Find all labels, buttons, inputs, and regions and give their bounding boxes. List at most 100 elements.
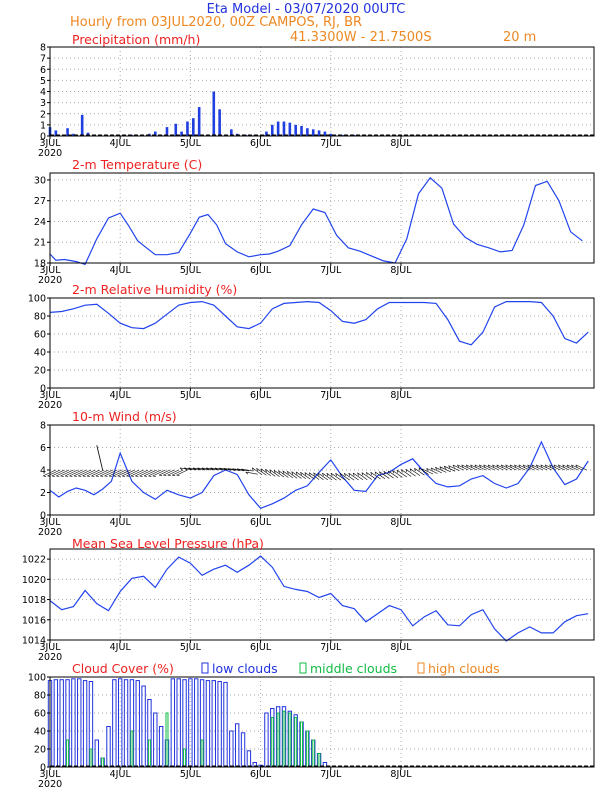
wind-line — [49, 440, 589, 510]
wind-arrow — [172, 469, 184, 476]
wind-arrow-head — [443, 466, 446, 469]
y-tick-label: 8 — [40, 43, 46, 54]
precip-bar — [276, 121, 280, 136]
wind-arrow-head — [304, 472, 307, 476]
wind-arrow-head — [308, 472, 311, 476]
y-tick-label: 1022 — [22, 555, 46, 566]
wind-arrow-head — [361, 472, 364, 476]
wind-arrow — [96, 445, 104, 471]
precip-bar — [72, 133, 75, 136]
wind-arrow — [518, 464, 530, 471]
wind-arrow — [487, 464, 500, 471]
wind-arrow — [405, 468, 416, 477]
wind-arrow-head — [374, 471, 377, 475]
x-date-label: 3JUL — [39, 265, 61, 276]
wind-arrow-head — [223, 468, 227, 471]
wind-arrow — [430, 467, 443, 474]
wind-arrow-head — [370, 472, 372, 476]
wind-arrow-head — [422, 468, 425, 472]
y-tick-label: 6 — [40, 65, 46, 76]
wind-arrow-head — [126, 475, 130, 477]
x-date-label: 3JUL — [39, 138, 61, 149]
wind-arrow — [514, 464, 526, 471]
precip-bar — [153, 131, 157, 136]
mid-cloud-bar — [89, 748, 93, 768]
wind-arrow — [448, 465, 460, 471]
x-date-label: 6JUL — [250, 138, 272, 149]
y-tick-label: 5 — [40, 76, 46, 87]
wind-arrow-head — [300, 472, 302, 476]
x-date-label: 5JUL — [180, 138, 202, 149]
wind-arrow — [566, 464, 579, 471]
wind-arrow — [201, 467, 214, 471]
low-cloud-bar — [106, 726, 111, 768]
wind-arrow-head — [176, 474, 180, 476]
wind-arrow-head — [179, 467, 183, 471]
low-cloud-bar — [135, 680, 140, 768]
wind-arrow-head — [522, 464, 525, 468]
wind-arrow — [91, 469, 105, 477]
wind-arrow-head — [269, 469, 272, 473]
wind-arrow-head — [514, 464, 517, 468]
precip-bar — [352, 134, 356, 136]
y-tick-label: 80 — [34, 312, 46, 323]
wind-arrow — [86, 469, 100, 477]
wind-arrow — [73, 469, 87, 477]
mid-cloud-bar — [183, 748, 187, 768]
wind-arrow-head — [492, 464, 495, 468]
x-date-label: 4JUL — [110, 769, 132, 780]
y-tick-label: 0 — [40, 763, 46, 774]
wind-arrow — [457, 464, 469, 471]
wind-arrow — [536, 464, 548, 471]
y-tick-label: 7 — [40, 54, 46, 65]
wind-arrow-head — [60, 475, 64, 477]
x-date-label: 4JUL — [110, 642, 132, 653]
wind-arrow-head — [575, 464, 578, 468]
mid-cloud-bar — [130, 730, 134, 768]
wind-arrow-head — [405, 469, 408, 473]
wind-arrow — [121, 469, 135, 477]
panel-cloud: 0 20 40 60 80 100 3JUL 4JUL 5JUL 6JUL 7JUL 8JUL 2020… — [28, 661, 595, 790]
y-tick-label: 4 — [40, 87, 46, 98]
y-tick-label: 30 — [34, 175, 46, 186]
wind-arrow-head — [366, 472, 368, 476]
wind-arrow-head — [287, 471, 289, 475]
low-cloud-bar — [123, 679, 129, 768]
low-cloud-bar — [194, 678, 199, 768]
wind-arrow — [108, 469, 122, 477]
wind-arrow — [452, 464, 464, 471]
wind-arrow — [51, 469, 65, 477]
x-date-label: 7JUL — [320, 138, 342, 149]
wind-arrow-head — [549, 464, 552, 468]
panel-frame — [49, 297, 595, 389]
wind-arrow — [241, 468, 254, 472]
panel-title-temp: 2-m Temperature (C) — [72, 157, 202, 172]
y-tick-label: 1018 — [22, 595, 46, 606]
wind-arrow — [104, 469, 118, 477]
wind-arrow — [374, 471, 386, 480]
wind-arrow — [492, 464, 504, 471]
wind-arrow-head — [313, 472, 315, 476]
wind-arrow-head — [553, 464, 556, 468]
low-cloud-bar — [53, 679, 59, 768]
x-year-label: 2020 — [38, 275, 62, 286]
wind-arrow — [152, 469, 166, 477]
wind-arrow-head — [566, 464, 569, 468]
wind-arrow — [527, 464, 539, 471]
wind-arrow — [143, 469, 157, 477]
temp-line — [49, 176, 583, 266]
wind-arrow-head — [470, 464, 473, 468]
mid-cloud-bar — [294, 717, 298, 768]
wind-arrow-head — [339, 473, 342, 477]
x-date-label: 5JUL — [180, 390, 202, 401]
wind-arrow-head — [426, 468, 429, 472]
wind-arrow — [113, 469, 127, 477]
x-year-label: 2020 — [38, 400, 62, 411]
low-cloud-bar — [77, 678, 82, 768]
y-tick-label: 100 — [28, 673, 46, 684]
wind-arrow — [379, 471, 390, 479]
wind-arrow-head — [518, 464, 521, 468]
wind-arrow-head — [536, 464, 539, 468]
panel-frame — [49, 676, 595, 768]
